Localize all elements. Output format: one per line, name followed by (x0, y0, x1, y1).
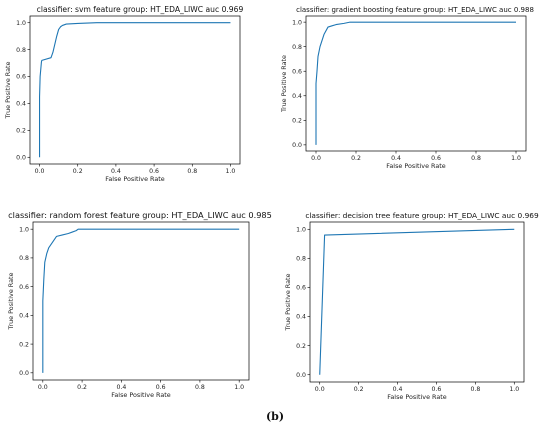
y-tick-label: 0.0 (19, 370, 29, 377)
x-axis-label: False Positive Rate (111, 391, 170, 399)
x-axis-label: False Positive Rate (105, 175, 164, 183)
roc-curve-line (42, 228, 240, 373)
chart-title: classifier: svm feature group: HT_EDA_LI… (37, 5, 244, 14)
x-tick-label: 0.0 (311, 155, 321, 162)
roc-chart-2: classifier: gradient boosting feature gr… (280, 6, 534, 170)
x-tick-label: 0.6 (156, 384, 166, 391)
y-tick-label: 0.4 (296, 314, 306, 321)
x-tick-label: 1.0 (511, 155, 521, 162)
x-tick-label: 0.4 (111, 168, 121, 175)
x-tick-label: 0.6 (431, 155, 441, 162)
y-tick-label: 0.8 (292, 44, 302, 51)
x-tick-label: 0.8 (187, 168, 197, 175)
x-tick-label: 1.0 (509, 386, 519, 393)
y-tick-label: 0.8 (296, 256, 306, 263)
y-tick-label: 1.0 (19, 226, 29, 233)
x-tick-label: 0.4 (391, 155, 401, 162)
y-tick-label: 0.6 (292, 68, 302, 75)
y-tick-label: 0.2 (292, 118, 302, 125)
y-tick-label: 0.4 (292, 93, 302, 100)
x-tick-label: 0.4 (393, 386, 403, 393)
y-tick-label: 1.0 (296, 226, 306, 233)
y-axis-label: True Positive Rate (7, 272, 15, 330)
x-tick-label: 0.8 (470, 386, 480, 393)
x-tick-label: 0.2 (354, 386, 364, 393)
x-tick-label: 0.4 (116, 384, 126, 391)
x-tick-label: 0.2 (77, 384, 87, 391)
roc-curve-line (315, 21, 516, 145)
x-tick-label: 0.8 (471, 155, 481, 162)
y-tick-label: 0.6 (16, 74, 26, 81)
plot-frame (32, 221, 250, 381)
x-axis-label: False Positive Rate (387, 393, 446, 401)
x-tick-label: 0.8 (195, 384, 205, 391)
plot-frame (305, 15, 527, 152)
y-tick-label: 0.8 (16, 47, 26, 54)
y-tick-label: 0.6 (19, 284, 29, 291)
x-tick-label: 0.0 (315, 386, 325, 393)
x-tick-label: 0.6 (149, 168, 159, 175)
roc-chart-4: classifier: decision tree feature group:… (284, 211, 539, 401)
y-axis-label: True Positive Rate (284, 273, 292, 331)
x-axis-label: False Positive Rate (386, 162, 445, 170)
y-tick-label: 0.0 (296, 372, 306, 379)
x-tick-label: 0.6 (432, 386, 442, 393)
roc-curve-line (38, 22, 231, 158)
y-tick-label: 1.0 (292, 19, 302, 26)
y-tick-label: 0.0 (16, 154, 26, 161)
y-tick-label: 0.4 (19, 313, 29, 320)
chart-title: classifier: random forest feature group:… (8, 210, 272, 220)
chart-title: classifier: gradient boosting feature gr… (296, 6, 534, 14)
y-tick-label: 0.6 (296, 285, 306, 292)
y-tick-label: 0.2 (19, 341, 29, 348)
plot-frame (29, 15, 241, 165)
y-tick-label: 0.2 (16, 128, 26, 135)
roc-chart-1: classifier: svm feature group: HT_EDA_LI… (4, 5, 243, 183)
y-tick-label: 0.2 (296, 343, 306, 350)
roc-curve-line (319, 228, 515, 375)
figure-caption: (b) (265, 410, 285, 423)
x-tick-label: 0.0 (38, 384, 48, 391)
x-tick-label: 0.2 (73, 168, 83, 175)
y-tick-label: 0.8 (19, 255, 29, 262)
y-axis-label: True Positive Rate (280, 55, 288, 113)
x-tick-label: 1.0 (226, 168, 236, 175)
x-tick-label: 0.2 (351, 155, 361, 162)
y-tick-label: 0.0 (292, 142, 302, 149)
x-tick-label: 1.0 (234, 384, 244, 391)
roc-chart-3: classifier: random forest feature group:… (7, 210, 272, 399)
y-tick-label: 1.0 (16, 20, 26, 27)
plot-frame (309, 221, 525, 383)
y-tick-label: 0.4 (16, 101, 26, 108)
x-tick-label: 0.0 (35, 168, 45, 175)
chart-title: classifier: decision tree feature group:… (305, 211, 539, 220)
y-axis-label: True Positive Rate (4, 61, 12, 119)
